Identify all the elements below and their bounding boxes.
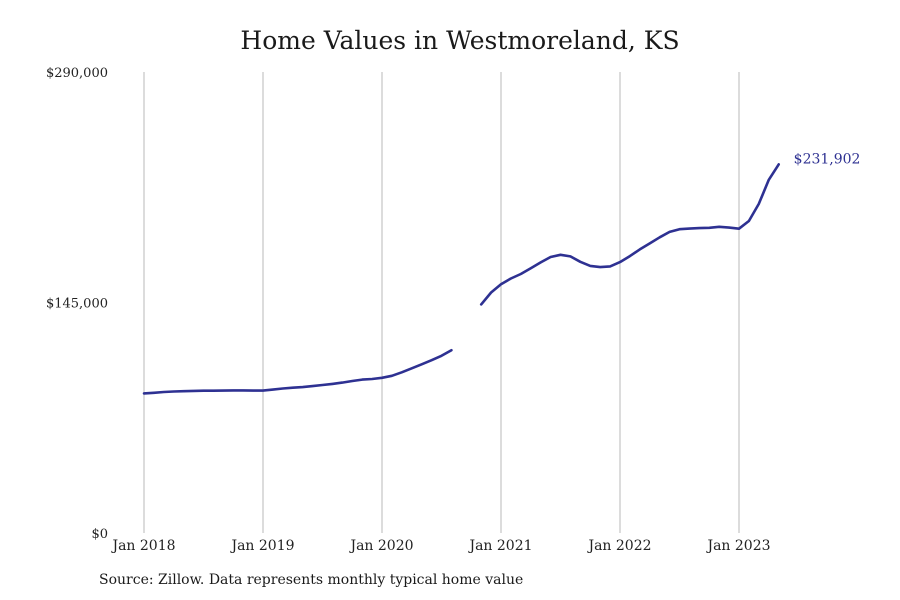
series-line-segment-0 — [142, 348, 453, 395]
x-axis-tick-labels: Jan 2018 Jan 2019 Jan 2020 Jan 2021 Jan 2022… — [110, 538, 770, 554]
chart-title: Home Values in Westmoreland, KS — [240, 26, 680, 55]
series-line-segment-1 — [479, 163, 780, 306]
y-tick-label: $145,000 — [46, 297, 108, 312]
x-tick-label: Jan 2020 — [348, 538, 413, 554]
home-value-series — [142, 163, 780, 395]
vertical-gridlines — [143, 72, 740, 533]
source-note: Source: Zillow. Data represents monthly … — [99, 572, 524, 588]
y-tick-label: $0 — [91, 527, 108, 542]
x-tick-label: Jan 2022 — [586, 538, 651, 554]
y-tick-label: $290,000 — [46, 66, 108, 81]
y-axis-tick-labels: $0 $145,000 $290,000 — [46, 66, 108, 542]
x-tick-label: Jan 2018 — [110, 538, 175, 554]
x-tick-label: Jan 2023 — [705, 538, 770, 554]
end-value-label: $231,902 — [794, 151, 861, 167]
x-tick-label: Jan 2019 — [229, 538, 294, 554]
x-tick-label: Jan 2021 — [467, 538, 532, 554]
